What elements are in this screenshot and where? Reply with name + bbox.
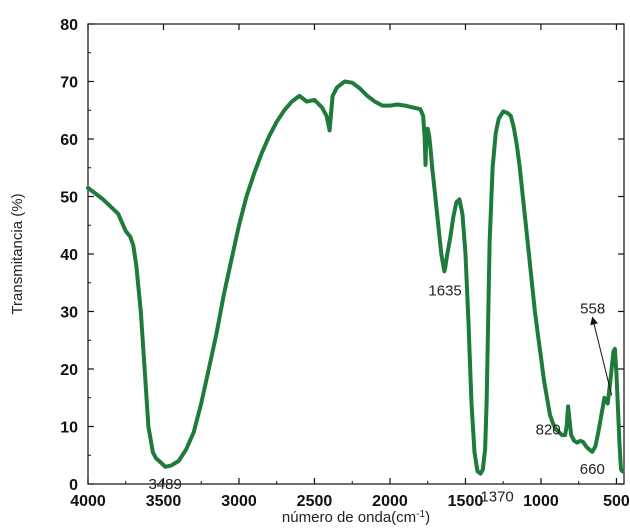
x-axis-label-suffix: ) [425,509,430,526]
x-tick-label: 500 [603,493,630,510]
x-tick-label: 1500 [448,493,484,510]
y-tick-label: 60 [60,132,78,149]
annotation-label-660: 660 [580,461,605,478]
y-tick-label: 10 [60,420,78,437]
y-tick-label: 40 [60,247,78,264]
y-axis-label: Transmitancia (%) [9,193,26,314]
y-tick-label: 0 [69,477,78,494]
x-tick-label: 1000 [523,493,559,510]
annotation-label-3489: 3489 [148,476,181,493]
x-tick-label: 2000 [372,493,408,510]
annotation-label-1635: 1635 [428,282,461,299]
y-tick-label: 80 [60,17,78,34]
series-line-0 [86,79,625,476]
annotation-label-1370: 1370 [480,489,513,506]
annotation-label-820: 820 [536,421,561,438]
x-axis-label-superscript: -1 [416,509,425,520]
x-tick-label: 2500 [297,493,333,510]
y-tick-label: 50 [60,190,78,207]
x-tick-label: 3500 [146,493,182,510]
y-tick-label: 30 [60,305,78,322]
x-tick-label: 3000 [221,493,257,510]
annotation-label-558: 558 [580,301,605,318]
y-tick-label: 70 [60,75,78,92]
x-tick-label: 4000 [70,493,106,510]
x-axis-label-main: número de onda(cm [282,509,416,526]
x-axis-label: número de onda(cm-1) [282,509,430,527]
y-tick-label: 20 [60,362,78,379]
annotation-arrow [590,316,613,396]
